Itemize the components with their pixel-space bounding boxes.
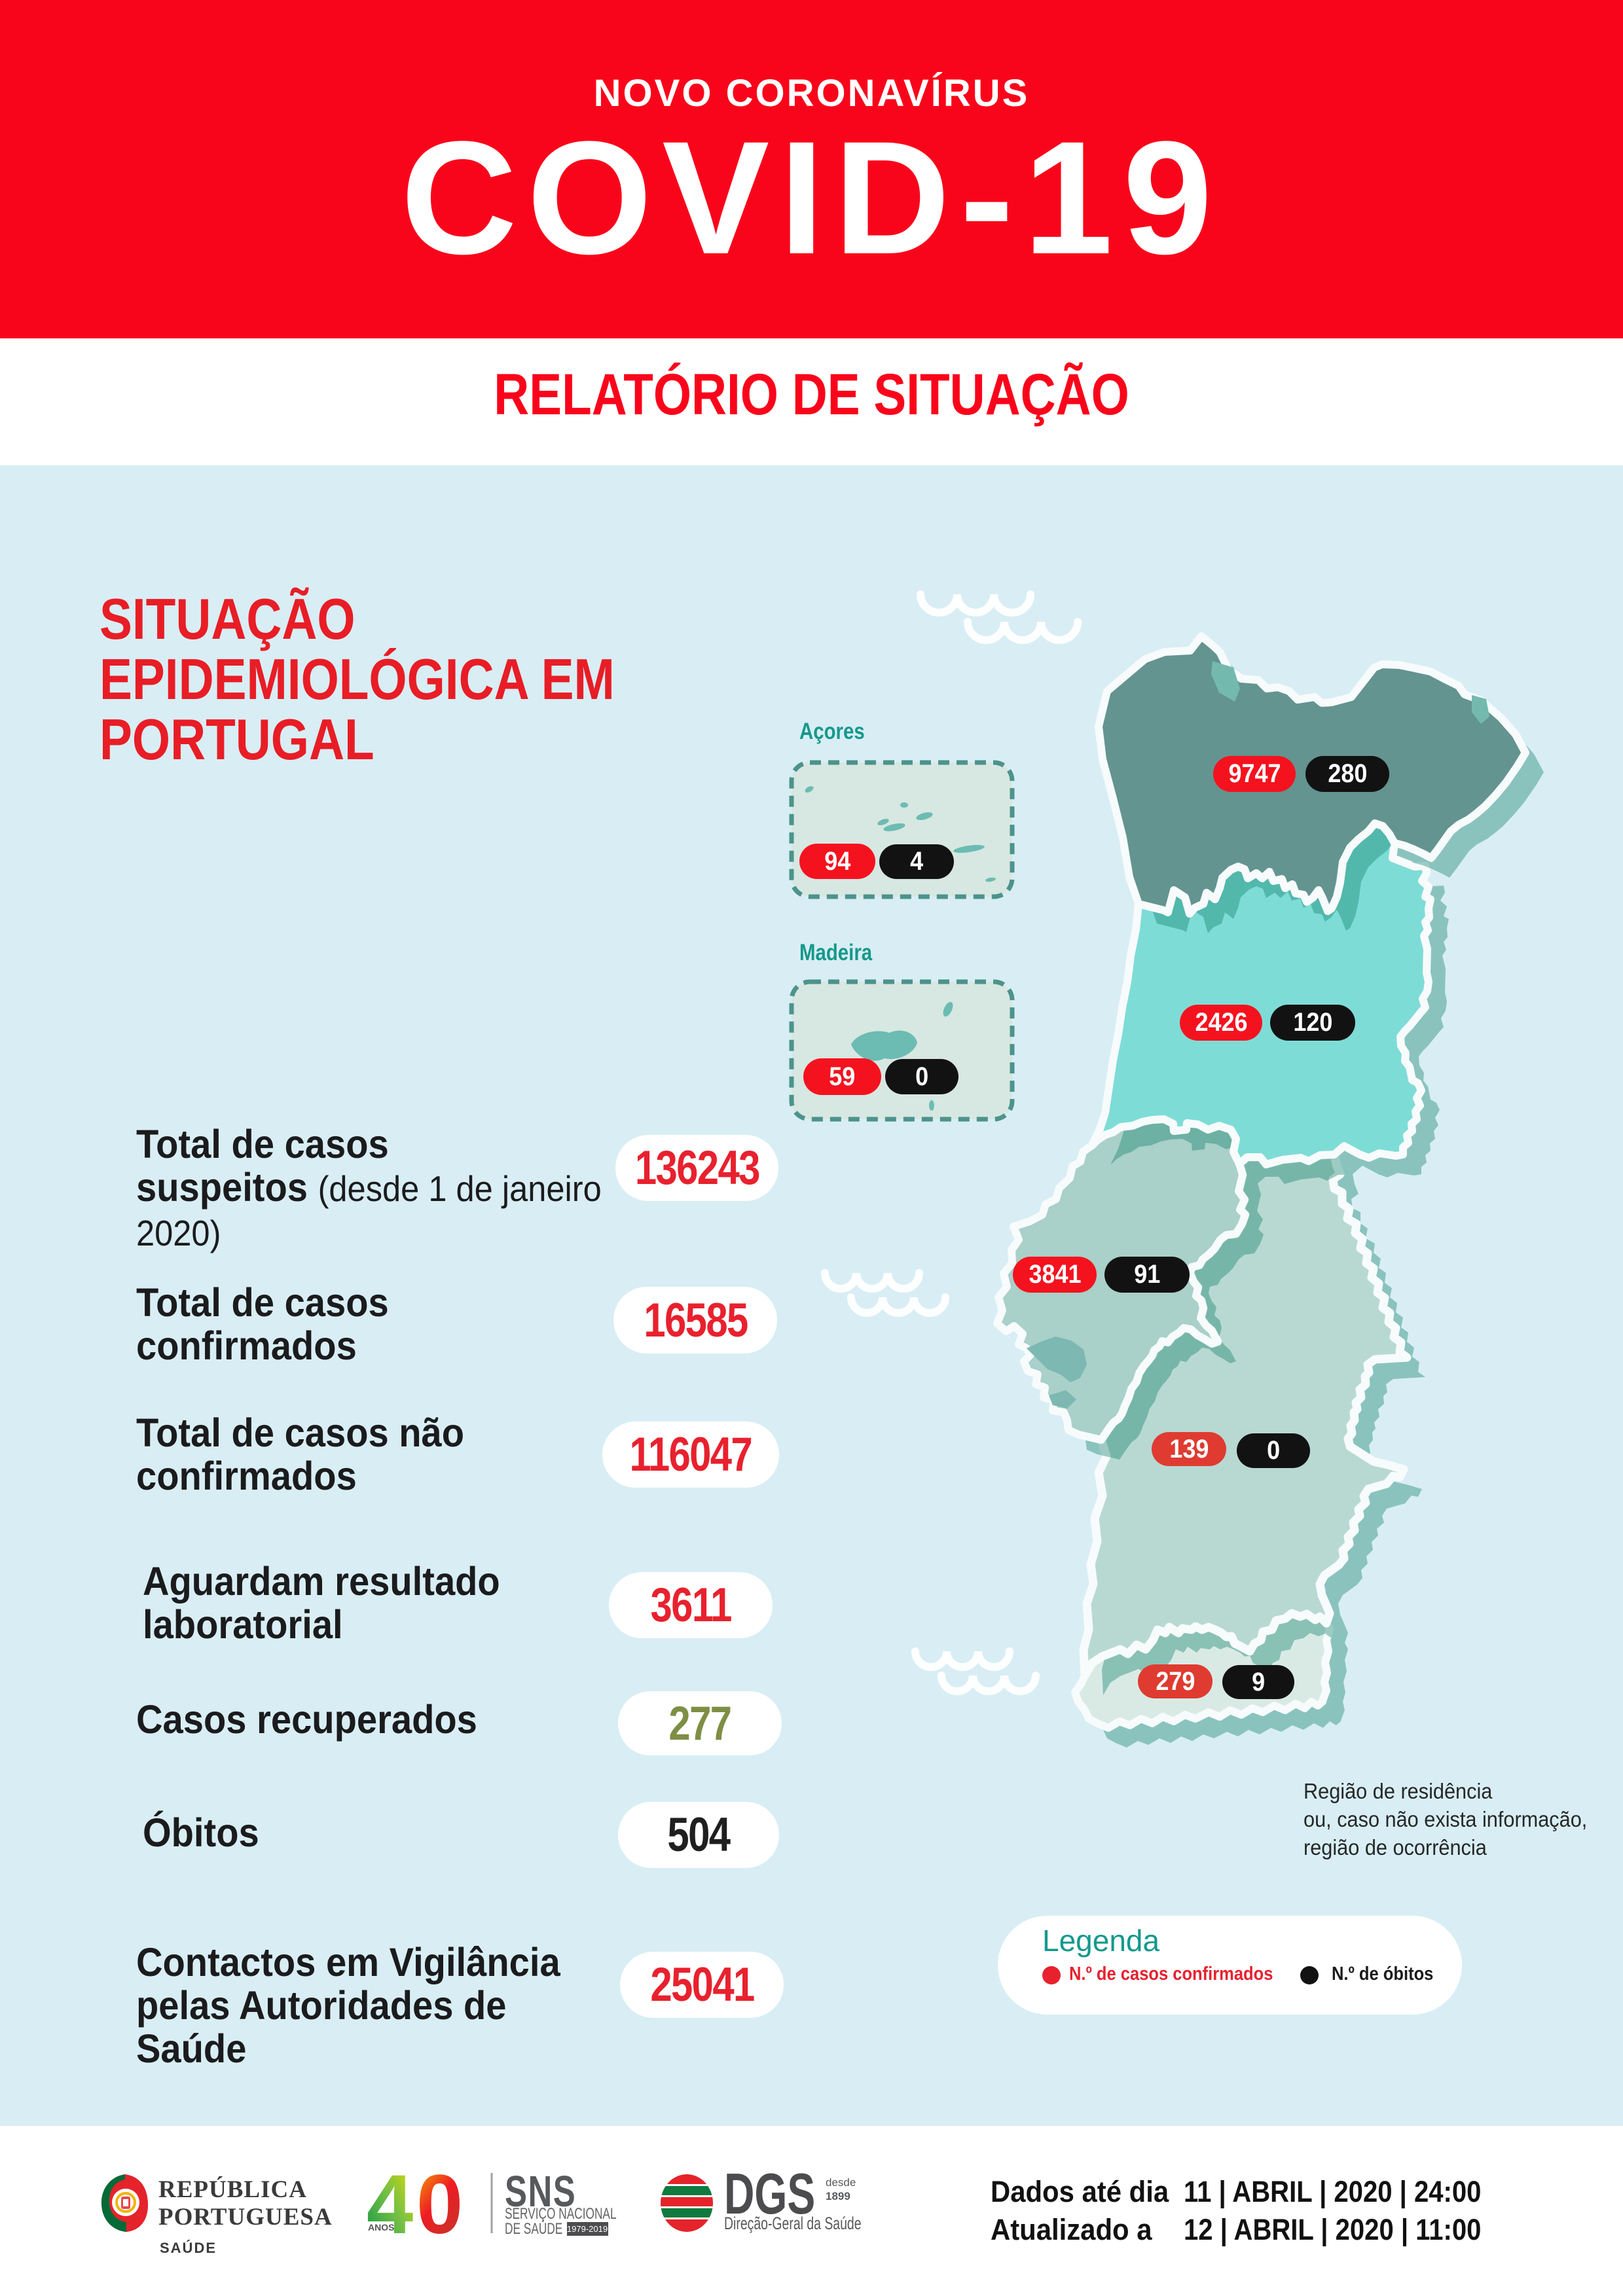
svg-text:ANOS: ANOS (368, 2222, 394, 2233)
svg-text:DE SAÚDE: DE SAÚDE (505, 2220, 562, 2237)
svg-text:SNS: SNS (505, 2166, 576, 2215)
svg-text:REPÚBLICA: REPÚBLICA (158, 2176, 307, 2203)
svg-text:Direção-Geral da Saúde: Direção-Geral da Saúde (724, 2214, 862, 2233)
svg-text:SERVIÇO NACIONAL: SERVIÇO NACIONAL (505, 2205, 617, 2222)
svg-text:1899: 1899 (826, 2190, 850, 2202)
svg-text:1979-2019: 1979-2019 (567, 2224, 608, 2234)
svg-text:DGS: DGS (724, 2162, 815, 2226)
svg-text:desde: desde (826, 2176, 856, 2189)
svg-text:0: 0 (416, 2158, 463, 2251)
svg-text:PORTUGUESA: PORTUGUESA (158, 2204, 333, 2231)
svg-text:4: 4 (367, 2158, 413, 2251)
svg-text:SAÚDE: SAÚDE (160, 2240, 217, 2256)
